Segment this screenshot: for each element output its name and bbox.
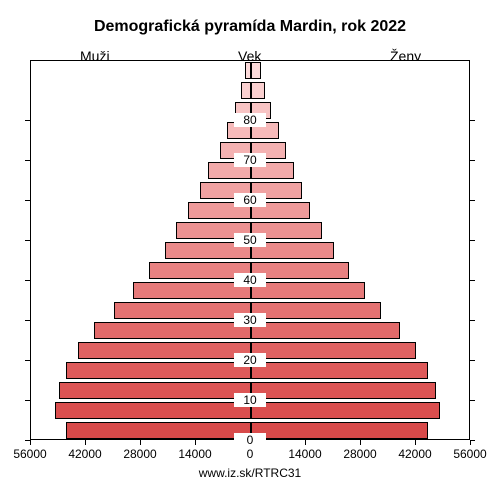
y-tick-label: 0 <box>234 433 266 447</box>
y-tick-mark <box>25 160 30 161</box>
female-bar <box>251 82 265 99</box>
x-tick-mark <box>85 440 86 445</box>
y-tick-mark <box>25 200 30 201</box>
y-tick-mark <box>470 240 475 241</box>
male-bar <box>66 362 251 379</box>
x-tick-mark <box>360 440 361 445</box>
x-tick-label: 14000 <box>178 447 211 461</box>
female-bar <box>251 282 365 299</box>
x-tick-mark <box>140 440 141 445</box>
female-bar <box>251 342 416 359</box>
x-tick-label: 14000 <box>288 447 321 461</box>
y-tick-mark <box>25 240 30 241</box>
y-tick-mark <box>25 400 30 401</box>
y-tick-mark <box>25 280 30 281</box>
female-bars <box>251 61 471 439</box>
male-bar <box>78 342 251 359</box>
female-bar <box>251 62 261 79</box>
y-tick-mark <box>470 320 475 321</box>
x-tick-mark <box>305 440 306 445</box>
x-tick-label: 28000 <box>123 447 156 461</box>
female-bar <box>251 302 381 319</box>
y-tick-mark <box>25 320 30 321</box>
chart-title: Demografická pyramída Mardin, rok 2022 <box>0 18 500 36</box>
y-tick-label: 60 <box>234 193 266 207</box>
y-tick-label: 80 <box>234 113 266 127</box>
x-tick-label: 0 <box>247 447 254 461</box>
y-tick-mark <box>25 360 30 361</box>
y-tick-label: 30 <box>234 313 266 327</box>
y-tick-mark <box>25 120 30 121</box>
female-bar <box>251 322 400 339</box>
male-bars <box>31 61 251 439</box>
y-tick-mark <box>470 200 475 201</box>
male-bar <box>241 82 251 99</box>
x-tick-label: 56000 <box>13 447 46 461</box>
y-tick-label: 40 <box>234 273 266 287</box>
x-tick-label: 28000 <box>343 447 376 461</box>
y-tick-mark <box>470 160 475 161</box>
y-tick-label: 50 <box>234 233 266 247</box>
x-tick-label: 42000 <box>398 447 431 461</box>
x-tick-mark <box>415 440 416 445</box>
female-bar <box>251 402 440 419</box>
x-tick-mark <box>195 440 196 445</box>
male-bar <box>55 402 251 419</box>
y-tick-mark <box>470 400 475 401</box>
source-url: www.iz.sk/RTRC31 <box>0 466 500 480</box>
y-tick-mark <box>470 360 475 361</box>
male-bar <box>94 322 251 339</box>
y-tick-label: 20 <box>234 353 266 367</box>
male-bar <box>59 382 252 399</box>
y-tick-mark <box>470 120 475 121</box>
y-tick-label: 70 <box>234 153 266 167</box>
female-bar <box>251 382 436 399</box>
female-bar <box>251 362 428 379</box>
x-tick-mark <box>30 440 31 445</box>
y-tick-mark <box>470 440 475 441</box>
y-tick-mark <box>470 280 475 281</box>
y-tick-label: 10 <box>234 393 266 407</box>
female-bar <box>251 422 428 439</box>
y-tick-mark <box>25 440 30 441</box>
x-tick-label: 56000 <box>453 447 486 461</box>
x-tick-label: 42000 <box>68 447 101 461</box>
male-bar <box>66 422 251 439</box>
male-bar <box>114 302 252 319</box>
